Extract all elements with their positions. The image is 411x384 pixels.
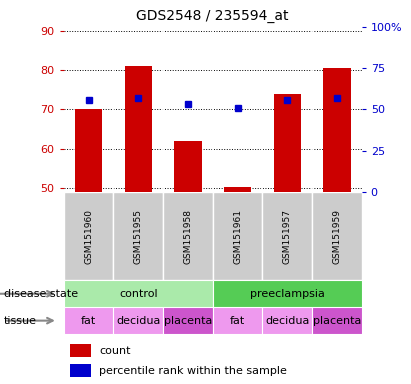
Text: count: count	[99, 346, 131, 356]
Text: tissue: tissue	[4, 316, 37, 326]
Bar	[75, 109, 102, 192]
Text: control: control	[119, 289, 157, 299]
Title: GDS2548 / 235594_at: GDS2548 / 235594_at	[136, 9, 289, 23]
Bar	[64, 280, 213, 307]
Bar	[224, 187, 251, 192]
Text: decidua: decidua	[116, 316, 160, 326]
Text: fat: fat	[81, 316, 96, 326]
Bar	[323, 68, 351, 192]
Text: disease state: disease state	[4, 289, 78, 299]
Text: preeclampsia: preeclampsia	[250, 289, 325, 299]
Bar	[163, 307, 213, 334]
Bar	[213, 280, 362, 307]
Text: GSM151957: GSM151957	[283, 209, 292, 264]
Bar	[312, 192, 362, 280]
Bar	[274, 94, 301, 192]
Bar	[213, 307, 262, 334]
Bar	[69, 364, 90, 376]
Bar	[64, 192, 113, 280]
Text: fat: fat	[230, 316, 245, 326]
Text: percentile rank within the sample: percentile rank within the sample	[99, 366, 287, 376]
Text: placenta: placenta	[164, 316, 212, 326]
Bar	[64, 307, 113, 334]
Text: GSM151959: GSM151959	[332, 209, 342, 264]
Text: GSM151960: GSM151960	[84, 209, 93, 264]
Bar	[69, 344, 90, 356]
Text: placenta: placenta	[313, 316, 361, 326]
Bar	[163, 192, 213, 280]
Bar	[113, 307, 163, 334]
Text: GSM151961: GSM151961	[233, 209, 242, 264]
Bar	[113, 192, 163, 280]
Text: decidua: decidua	[265, 316, 309, 326]
Bar	[174, 141, 201, 192]
Bar	[125, 66, 152, 192]
Text: GSM151958: GSM151958	[183, 209, 192, 264]
Bar	[262, 307, 312, 334]
Bar	[312, 307, 362, 334]
Text: GSM151955: GSM151955	[134, 209, 143, 264]
Bar	[262, 192, 312, 280]
Bar	[213, 192, 262, 280]
